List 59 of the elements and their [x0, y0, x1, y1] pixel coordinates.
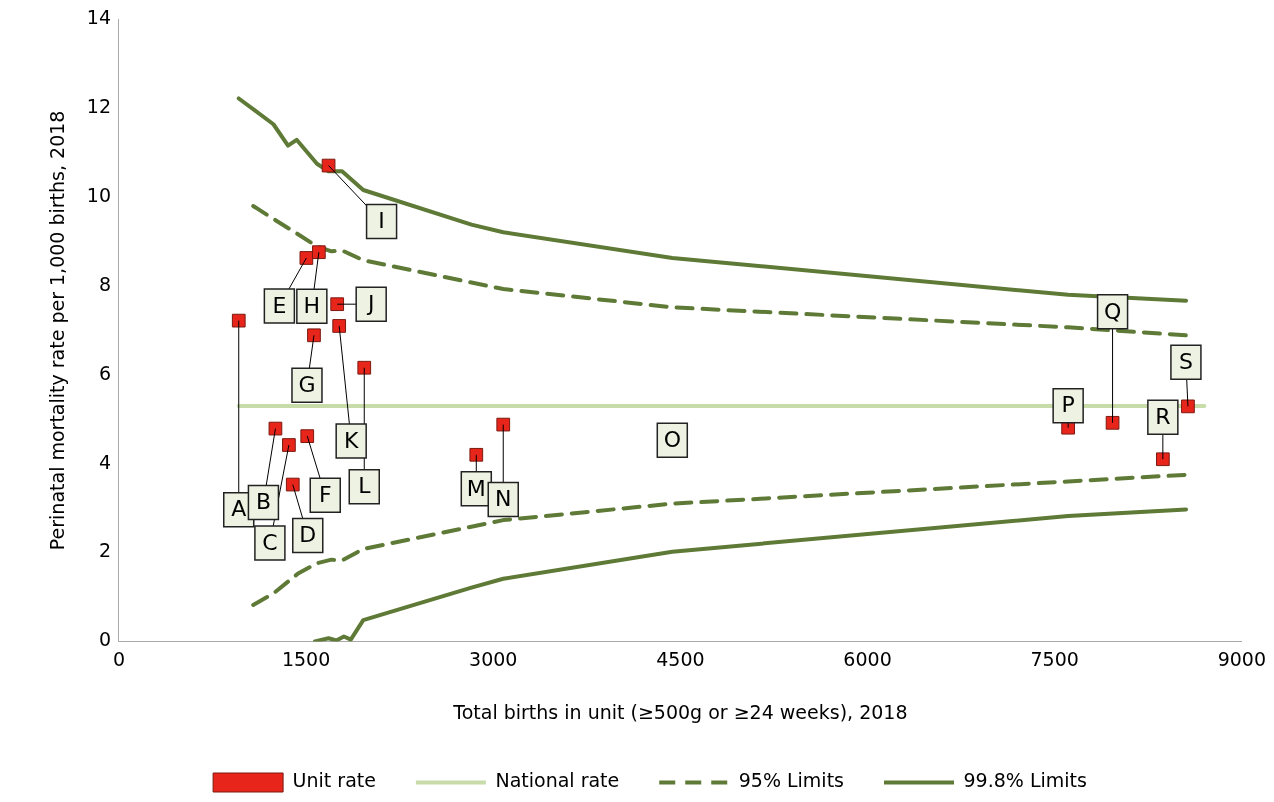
point [321, 158, 336, 173]
x-tick-label: 4500 [656, 647, 705, 670]
legend-label: 95% Limits [738, 769, 845, 792]
y-tick-label: 4 [98, 450, 111, 473]
data-label: F [318, 481, 332, 507]
y-tick-label: 12 [86, 95, 111, 118]
data-label: H [303, 292, 321, 318]
line-series [251, 204, 1189, 338]
point [332, 319, 347, 333]
point [307, 328, 321, 343]
data-label: B [255, 489, 271, 515]
data-label: O [663, 426, 681, 452]
y-axis-title: Perinatal mortality rate per 1,000 births, 2018 [46, 110, 69, 551]
point [469, 447, 484, 462]
data-label: Q [1103, 298, 1122, 324]
data-label: P [1061, 392, 1075, 418]
data-label: I [378, 208, 385, 234]
data-label: A [231, 496, 247, 522]
data-label: R [1155, 403, 1171, 429]
y-tick-label: 0 [98, 628, 111, 651]
legend-label: 99.8% Limits [963, 769, 1087, 792]
point [268, 421, 283, 436]
y-tick-label: 14 [86, 6, 111, 29]
y-tick-label: 10 [86, 184, 111, 207]
y-tick-label: 6 [98, 361, 111, 384]
x-tick-label: 6000 [843, 647, 892, 670]
data-label: J [365, 290, 375, 316]
data-label: K [343, 427, 359, 453]
point [1155, 452, 1170, 467]
point [1105, 415, 1120, 430]
data-label: C [262, 529, 278, 555]
legend-label: Unit rate [292, 769, 376, 792]
data-label: M [466, 475, 486, 501]
data-label: L [358, 473, 372, 499]
x-tick-label: 3000 [469, 647, 518, 670]
data-label: S [1178, 349, 1193, 375]
point [311, 245, 326, 260]
x-tick-label: 9000 [1217, 647, 1266, 670]
x-tick-label: 1500 [281, 647, 331, 670]
x-axis-title: Total births in unit (≥500g or ≥24 weeks), 2018 [452, 700, 908, 723]
y-tick-label: 8 [98, 272, 111, 295]
line-series [251, 472, 1189, 607]
point [300, 429, 315, 443]
point [330, 297, 345, 312]
x-tick-label: 7500 [1030, 647, 1079, 670]
legend-label: National rate [495, 769, 620, 792]
point [357, 360, 372, 375]
data-label: G [298, 372, 316, 398]
point [231, 313, 246, 328]
point [1181, 399, 1195, 414]
y-tick-label: 2 [98, 539, 111, 562]
data-label: D [299, 522, 317, 548]
point [496, 417, 511, 432]
point [299, 251, 314, 265]
point [282, 438, 296, 452]
data-label: E [272, 292, 287, 318]
data-label: N [495, 486, 512, 512]
point [285, 477, 300, 492]
x-tick-label: 0 [112, 647, 126, 670]
